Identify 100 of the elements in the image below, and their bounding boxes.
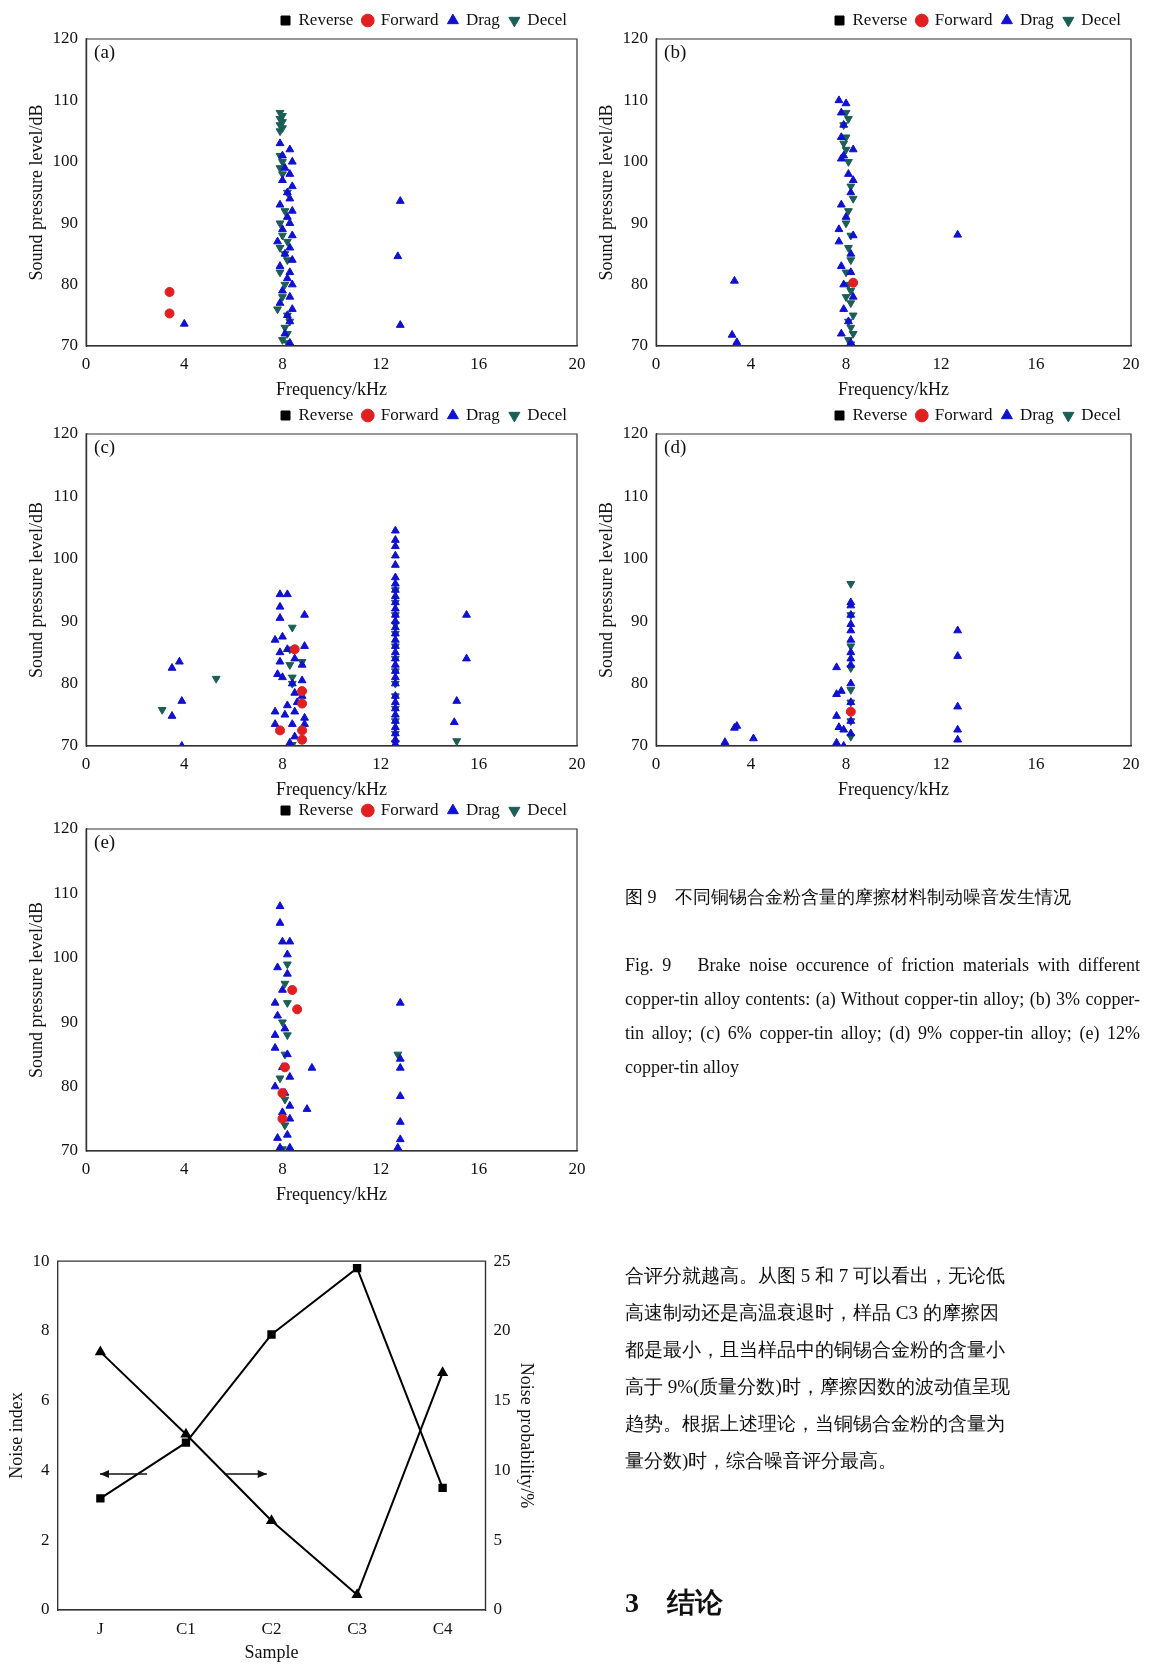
legend-label: Forward <box>380 9 439 29</box>
y-tick-label: 0 <box>41 1599 50 1619</box>
caption: Fig. 9 Brake noise occurence of friction materials with different copper-tin alloy contents: (a) Without copper-tin alloy; (b) 3% copper-tin alloy; (c) 6% copper-tin alloy; (d) 9% copper-tin alloy; (e) 12% copper-tin alloy <box>625 954 1140 1079</box>
legend-label: Drag <box>1019 9 1055 29</box>
x-tick-label: 16 <box>1027 753 1045 773</box>
x-tick-label: 12 <box>932 353 950 373</box>
x-tick-label: 20 <box>568 753 586 773</box>
x-tick-label: 16 <box>470 1158 488 1178</box>
x-tick-label: 8 <box>278 753 287 773</box>
x-tick-label: 8 <box>841 753 851 773</box>
x-tick-label: 4 <box>746 353 756 373</box>
chart-title: (e) <box>94 831 116 854</box>
y-tick-label: 70 <box>61 735 79 755</box>
chart-title: (b) <box>664 41 687 64</box>
y-axis-title: Sound pressure level/dB <box>595 502 616 678</box>
y-axis-title: Sound pressure level/dB <box>25 502 46 678</box>
x-tick-label: 12 <box>372 353 390 373</box>
x-tick-label: J <box>97 1618 105 1638</box>
y-tick-label: 110 <box>53 485 79 505</box>
x-tick-label: 8 <box>841 353 851 373</box>
y-tick-label: 110 <box>53 89 79 109</box>
y-tick-label: 120 <box>52 28 79 48</box>
legend-label: Reverse <box>852 404 908 424</box>
legend-label: Reverse <box>852 9 908 29</box>
y-tick-label: 80 <box>631 673 649 693</box>
x-axis-title: Frequency/kHz <box>838 778 950 799</box>
legend-label: Forward <box>934 9 993 29</box>
y-tick-label: 80 <box>61 673 79 693</box>
x-tick-label: 12 <box>372 1158 390 1178</box>
legend-label: Drag <box>465 9 501 29</box>
y2-axis-title: Noise probability/% <box>517 1362 538 1509</box>
y-tick-label: 10 <box>32 1250 50 1270</box>
legend-label: Drag <box>465 404 501 424</box>
text: 3 结论 <box>625 1586 724 1620</box>
x-axis-title: Frequency/kHz <box>276 378 388 399</box>
y-axis-title: Noise index <box>5 1392 26 1479</box>
legend-label: Decel <box>527 9 568 29</box>
y-tick-label: 90 <box>631 212 649 232</box>
x-tick-label: C2 <box>261 1618 282 1638</box>
y2-tick-label: 0 <box>493 1599 502 1619</box>
text: 都是最小，且当样品中的铜锡合金粉的含量小 <box>625 1338 1006 1362</box>
x-axis-title: Sample <box>244 1641 299 1662</box>
y-axis-title: Sound pressure level/dB <box>25 902 46 1078</box>
x-tick-label: 4 <box>746 753 756 773</box>
y-tick-label: 80 <box>61 1076 79 1096</box>
x-axis-title: Frequency/kHz <box>838 378 950 399</box>
legend-label: Forward <box>934 404 993 424</box>
y-tick-label: 120 <box>52 818 79 838</box>
x-axis-title: Frequency/kHz <box>276 1183 388 1204</box>
x-tick-label: 16 <box>1027 353 1045 373</box>
text: 量分数)时，综合噪音评分最高。 <box>625 1449 899 1473</box>
y-tick-label: 80 <box>61 274 79 294</box>
y-tick-label: 110 <box>623 89 649 109</box>
chart-title: (c) <box>94 436 116 459</box>
y2-tick-label: 25 <box>493 1250 511 1270</box>
text: 趋势。根据上述理论，当铜锡合金粉的含量为 <box>625 1412 1006 1436</box>
x-tick-label: 4 <box>180 753 190 773</box>
legend-label: Drag <box>1019 404 1055 424</box>
y-tick-label: 70 <box>631 735 649 755</box>
text: 高速制动还是高温衰退时，样品 C3 的摩擦因 <box>625 1301 1000 1325</box>
x-tick-label: 20 <box>1122 353 1140 373</box>
text: 高于 9%(质量分数)时，摩擦因数的波动值呈现 <box>625 1375 1011 1399</box>
y-tick-label: 70 <box>61 335 79 355</box>
x-tick-label: 20 <box>568 353 586 373</box>
x-tick-label: C4 <box>432 1618 454 1638</box>
legend-label: Decel <box>527 404 568 424</box>
x-tick-label: 4 <box>180 353 190 373</box>
y-tick-label: 120 <box>622 423 649 443</box>
y2-tick-label: 10 <box>493 1459 511 1479</box>
x-tick-label: 20 <box>1122 753 1140 773</box>
y-tick-label: 100 <box>52 151 79 171</box>
x-tick-label: 20 <box>568 1158 586 1178</box>
y-tick-label: 70 <box>61 1140 79 1160</box>
y-tick-label: 90 <box>61 610 79 630</box>
x-tick-label: 8 <box>278 1158 287 1178</box>
y2-tick-label: 20 <box>493 1320 511 1340</box>
chart-title: (d) <box>664 436 687 459</box>
legend-label: Decel <box>1081 9 1122 29</box>
x-tick-label: 16 <box>470 353 488 373</box>
legend-label: Reverse <box>298 404 354 424</box>
y2-tick-label: 15 <box>493 1390 511 1410</box>
y-tick-label: 4 <box>41 1459 51 1479</box>
y-tick-label: 100 <box>52 548 79 568</box>
legend-label: Reverse <box>298 9 354 29</box>
y-tick-label: 100 <box>622 548 649 568</box>
x-tick-label: C3 <box>347 1618 367 1638</box>
legend-label: Forward <box>380 404 439 424</box>
y-tick-label: 110 <box>623 485 649 505</box>
y-tick-label: 90 <box>61 212 79 232</box>
y2-tick-label: 5 <box>493 1529 502 1549</box>
y-tick-label: 100 <box>622 151 649 171</box>
text: 合评分就越高。从图 5 和 7 可以看出，无论低 <box>625 1264 1006 1288</box>
y-axis-title: Sound pressure level/dB <box>595 104 616 281</box>
legend-label: Decel <box>1081 404 1122 424</box>
legend-label: Drag <box>465 799 501 819</box>
y-axis-title: Sound pressure level/dB <box>25 104 46 281</box>
chart-title: (a) <box>94 41 116 64</box>
y-tick-label: 70 <box>631 335 649 355</box>
y-tick-label: 2 <box>41 1529 50 1549</box>
y-tick-label: 120 <box>622 28 649 48</box>
